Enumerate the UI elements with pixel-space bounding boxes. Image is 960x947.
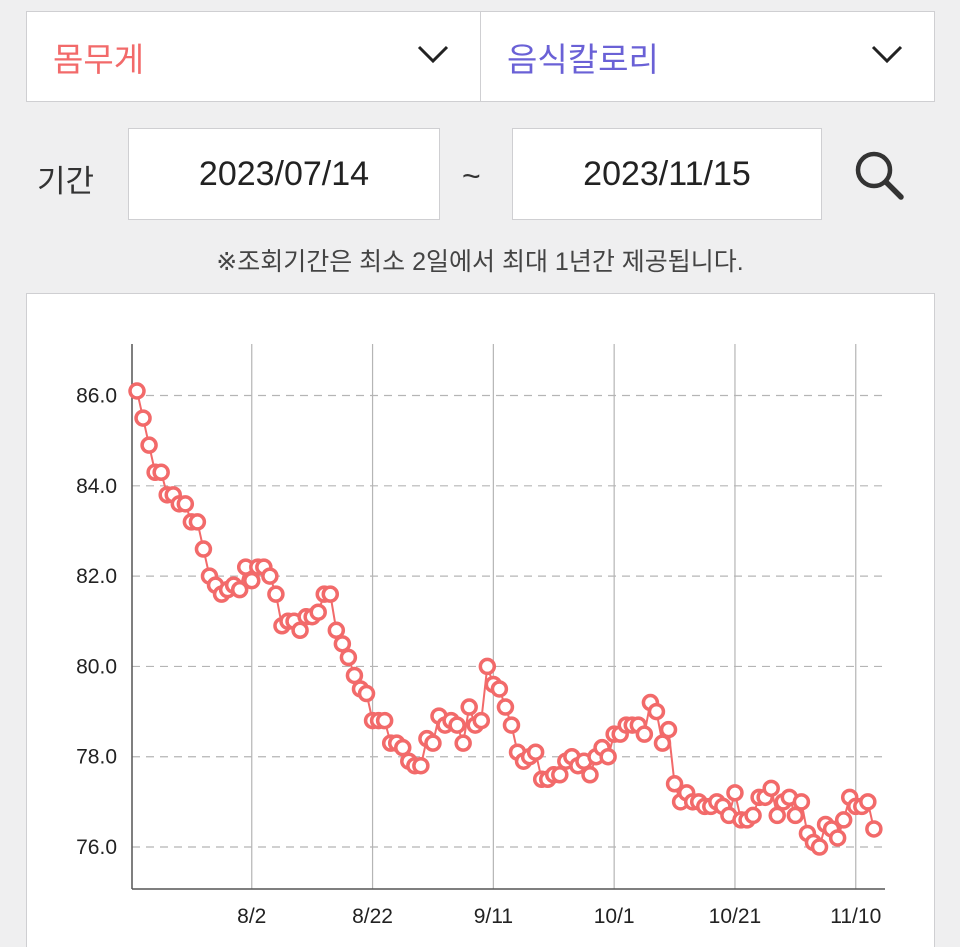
weight-data-point: [448, 716, 466, 734]
weight-data-point: [309, 603, 327, 621]
y-tick-label: 78.0: [76, 746, 117, 769]
compare-dropdown[interactable]: 음식칼로리: [480, 12, 934, 101]
weight-data-point: [768, 806, 786, 825]
weight-data-point: [726, 784, 744, 802]
weight-data-point: [327, 621, 346, 640]
selector-row: 몸무게 음식칼로리: [26, 11, 935, 102]
weight-data-point: [176, 495, 195, 513]
weight-data-point: [762, 779, 780, 798]
metric-dropdown-value: 몸무게: [53, 40, 145, 78]
weight-data-point: [128, 382, 146, 400]
weight-data-point: [647, 702, 666, 721]
weight-data-point: [599, 747, 617, 766]
weight-data-point: [394, 738, 412, 757]
end-date-value: 2023/11/15: [583, 154, 751, 193]
x-tick-label: 8/2: [237, 905, 266, 928]
x-tick-label: 10/21: [709, 905, 762, 928]
compare-dropdown-value: 음식칼로리: [507, 40, 659, 78]
y-tick-label: 82.0: [76, 565, 117, 588]
weight-data-point: [152, 463, 170, 482]
end-date-field[interactable]: 2023/11/15: [512, 128, 822, 220]
weight-series-line: [136, 390, 875, 849]
weight-data-point: [140, 436, 158, 454]
start-date-field[interactable]: 2023/07/14: [128, 128, 440, 220]
weight-data-point: [496, 698, 515, 716]
search-icon[interactable]: [852, 148, 906, 202]
weight-chart-card: 86.0 84.0 82.0 80.0 78.0 76.0 8/2 8/22 9/11 10/1 1…: [26, 293, 935, 947]
weight-data-point: [744, 806, 762, 825]
weight-data-point: [134, 409, 152, 427]
x-tick-label: 9/11: [474, 905, 513, 928]
weight-data-point: [490, 680, 509, 698]
weight-data-point: [267, 585, 285, 603]
weight-data-point: [478, 657, 497, 676]
period-notice: ※조회기간은 최소 2일에서 최대 1년간 제공됩니다.: [216, 248, 744, 276]
y-tick-label: 84.0: [76, 475, 117, 498]
weight-data-point: [460, 698, 478, 716]
weight-data-point: [291, 621, 309, 640]
weight-data-point: [375, 711, 394, 730]
weight-data-point: [345, 666, 364, 685]
y-tick-label: 76.0: [76, 836, 117, 859]
y-tick-label: 86.0: [76, 385, 117, 408]
weight-data-point: [454, 734, 472, 752]
weight-data-point: [792, 793, 811, 811]
weight-data-point: [424, 734, 442, 752]
weight-data-point: [188, 513, 207, 531]
weight-data-point: [339, 648, 358, 667]
weight-data-point: [194, 540, 213, 558]
weight-data-point: [581, 766, 599, 784]
weight-data-point: [261, 567, 279, 585]
weight-data-point: [859, 793, 877, 811]
metric-dropdown[interactable]: 몸무게: [27, 12, 480, 101]
weight-data-point: [243, 571, 261, 590]
period-label: 기간: [37, 164, 95, 199]
weight-data-point: [551, 766, 569, 784]
weight-data-point: [472, 711, 491, 730]
x-tick-label: 11/10: [830, 905, 881, 928]
x-tick-label: 10/1: [594, 905, 635, 928]
chevron-down-icon: [417, 45, 449, 64]
weight-data-point: [659, 720, 678, 739]
weight-data-point: [502, 716, 521, 734]
weight-data-point: [828, 829, 847, 847]
weight-data-point: [333, 635, 352, 653]
weight-data-point: [865, 820, 883, 838]
weight-line-chart: 86.0 84.0 82.0 80.0 78.0 76.0 8/2 8/22 9/11 10/1 1…: [76, 344, 885, 928]
weight-data-point: [230, 580, 249, 599]
chevron-down-icon: [871, 45, 903, 64]
weight-data-point: [810, 838, 829, 856]
weight-data-point: [357, 684, 376, 703]
weight-data-point: [635, 725, 654, 743]
weight-data-point: [653, 734, 672, 752]
weight-data-point: [786, 806, 805, 825]
weight-data-point: [526, 743, 545, 761]
x-tick-label: 8/22: [352, 905, 393, 928]
start-date-value: 2023/07/14: [198, 154, 370, 193]
weight-data-point: [321, 585, 340, 603]
period-separator: ~: [462, 158, 481, 194]
y-tick-label: 80.0: [76, 655, 117, 678]
weight-data-point: [665, 775, 684, 793]
weight-data-point: [834, 811, 853, 829]
weight-data-point: [412, 756, 430, 775]
